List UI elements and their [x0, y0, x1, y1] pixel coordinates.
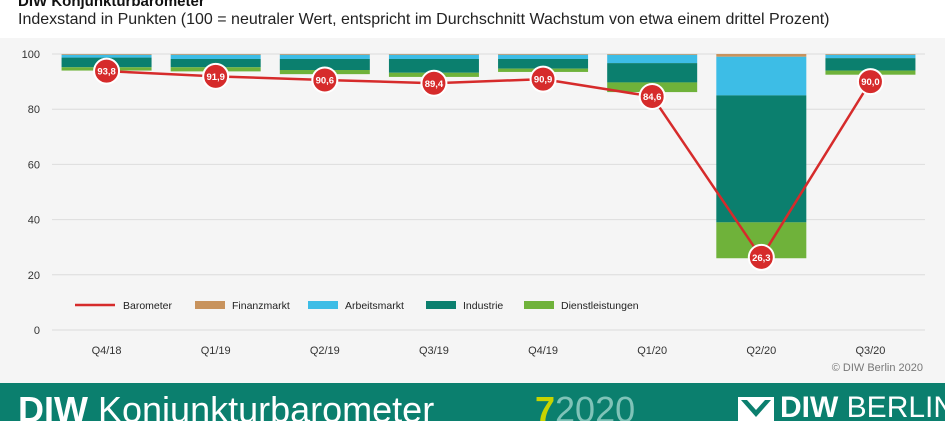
issue-number: 7 — [535, 389, 556, 421]
bar-finanzmarkt — [61, 54, 152, 55]
bar-arbeitsmarkt — [825, 54, 916, 59]
footer-brand-bold: DIW — [18, 389, 88, 421]
legend-swatch-arbeitsmarkt — [308, 301, 338, 309]
barometer-point — [529, 65, 557, 93]
bar-industrie — [279, 58, 370, 71]
issue-year: 2020 — [555, 389, 636, 421]
bar-arbeitsmarkt — [170, 54, 261, 59]
barometer-value-label: 84,6 — [643, 92, 662, 103]
footer-banner: DIW Konjunkturbarometer 72020 DIW BERLIN — [0, 383, 945, 421]
bar-finanzmarkt — [607, 54, 698, 55]
x-tick-label: Q4/19 — [528, 345, 558, 357]
legend-label: Finanzmarkt — [232, 300, 290, 312]
bar-finanzmarkt — [388, 54, 479, 55]
x-tick-label: Q1/19 — [201, 345, 231, 357]
bar-finanzmarkt — [825, 54, 916, 55]
barometer-value-label: 90,0 — [861, 77, 880, 88]
x-tick-label: Q3/19 — [419, 345, 449, 357]
bar-arbeitsmarkt — [498, 54, 589, 59]
legend-swatch-finanzmarkt — [195, 301, 225, 309]
x-tick-label: Q2/20 — [746, 345, 776, 357]
y-tick-label: 100 — [22, 49, 40, 61]
barometer-value-label: 93,8 — [97, 67, 116, 78]
legend-label: Arbeitsmarkt — [345, 300, 404, 312]
copyright-note: © DIW Berlin 2020 — [831, 362, 923, 374]
bar-arbeitsmarkt — [61, 54, 152, 58]
barometer-value-label: 26,3 — [752, 253, 771, 264]
y-tick-label: 40 — [28, 215, 40, 227]
barometer-line — [106, 69, 872, 260]
barometer-point — [856, 68, 884, 96]
diw-logo: DIW BERLIN — [738, 387, 945, 421]
bar-arbeitsmarkt — [716, 56, 807, 96]
y-tick-label: 60 — [28, 159, 40, 171]
barometer-value-label: 91,9 — [206, 72, 225, 83]
bar-industrie — [607, 63, 698, 83]
bar-finanzmarkt — [716, 54, 807, 57]
legend-label: Barometer — [123, 300, 173, 312]
bar-industrie — [388, 58, 479, 73]
x-tick-label: Q2/19 — [310, 345, 340, 357]
barometer-point — [638, 83, 666, 111]
bar-industrie — [716, 95, 807, 223]
chart-title: DIW Konjunkturbarometer — [18, 0, 205, 10]
bar-industrie — [498, 58, 589, 69]
bar-finanzmarkt — [498, 54, 589, 55]
chart: 0 20 40 60 80 100 93,8 91,9 90,6 89,4 90,9 84,6 26,3… — [22, 49, 925, 357]
bar-industrie — [825, 58, 916, 71]
x-tick-label: Q3/20 — [855, 345, 885, 357]
footer-brand: DIW Konjunkturbarometer — [18, 392, 434, 421]
footer-issue: 72020 — [535, 392, 635, 421]
x-tick-label: Q4/18 — [92, 345, 122, 357]
chart-subtitle: Indexstand in Punkten (100 = neutraler W… — [18, 11, 830, 28]
bar-arbeitsmarkt — [279, 54, 370, 59]
bar-finanzmarkt — [279, 54, 370, 55]
x-tick-label: Q1/20 — [637, 345, 667, 357]
barometer-point — [747, 243, 775, 271]
y-tick-label: 20 — [28, 270, 40, 282]
legend-swatch-dienstleistungen — [524, 301, 554, 309]
bar-arbeitsmarkt — [388, 54, 479, 59]
barometer-value-label: 90,6 — [316, 75, 335, 86]
y-tick-label: 80 — [28, 104, 40, 116]
plot-panel: 0 20 40 60 80 100 93,8 91,9 90,6 89,4 90,9 84,6 26,3… — [0, 38, 945, 383]
logo-text: DIW BERLIN — [780, 393, 945, 421]
legend-swatch-industrie — [426, 301, 456, 309]
barometer-point — [420, 69, 448, 97]
diw-logo-icon — [738, 397, 774, 421]
barometer-value-label: 89,4 — [425, 79, 444, 90]
barometer-point — [311, 66, 339, 94]
bar-finanzmarkt — [170, 54, 261, 55]
logo-text-bold: DIW — [780, 391, 839, 421]
legend-label: Industrie — [463, 300, 503, 312]
logo-text-city: BERLIN — [846, 391, 945, 421]
legend-label: Dienstleistungen — [561, 300, 639, 312]
y-tick-label: 0 — [34, 325, 40, 337]
barometer-value-label: 90,9 — [534, 75, 553, 86]
barometer-point — [93, 57, 121, 85]
barometer-point — [202, 62, 230, 90]
bar-arbeitsmarkt — [607, 54, 698, 64]
footer-brand-title: Konjunkturbarometer — [98, 389, 435, 421]
